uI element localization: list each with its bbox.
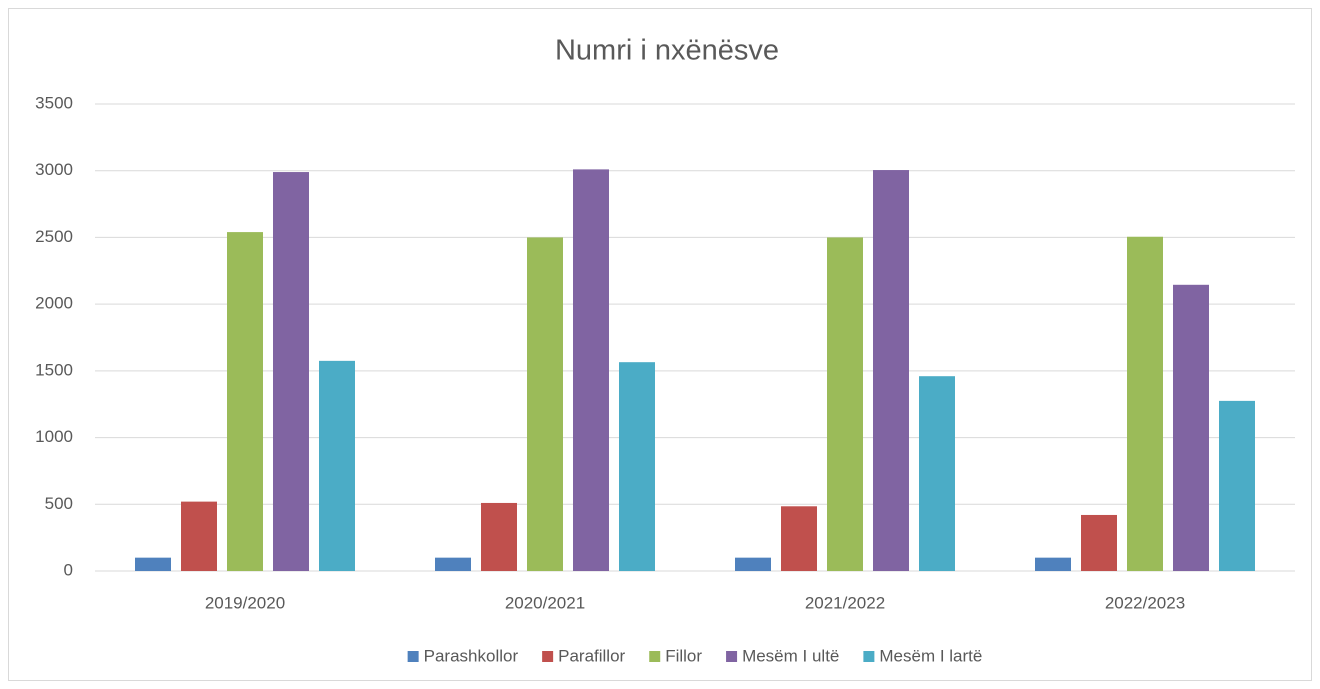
chart-title: Numri i nxënësve [555, 35, 779, 67]
chart-border [8, 8, 1312, 681]
bar [1219, 400, 1255, 571]
y-tick-label: 500 [45, 494, 73, 513]
bar [919, 376, 955, 571]
legend-swatch [542, 651, 554, 662]
bar [181, 501, 217, 571]
legend-label: Parashkollor [424, 646, 519, 665]
y-tick-label: 3500 [35, 93, 73, 112]
y-tick-label: 1000 [35, 427, 73, 446]
y-tick-label: 2500 [35, 227, 73, 246]
y-tick-label: 1500 [35, 360, 73, 379]
y-tick-label: 2000 [35, 294, 73, 313]
x-tick-label: 2021/2022 [805, 593, 885, 612]
bar [527, 237, 563, 571]
y-tick-label: 3000 [35, 160, 73, 179]
bar [619, 362, 655, 571]
bar [135, 557, 171, 571]
x-tick-label: 2020/2021 [505, 593, 585, 612]
legend-label: Mesëm I lartë [879, 646, 982, 665]
bar [227, 232, 263, 571]
x-tick-label: 2022/2023 [1105, 593, 1185, 612]
legend-label: Mesëm I ultë [742, 646, 839, 665]
bar [873, 170, 909, 571]
bar [1081, 514, 1117, 571]
legend-label: Parafillor [558, 646, 625, 665]
legend-swatch [407, 651, 419, 662]
bar [273, 172, 309, 571]
bar [781, 506, 817, 571]
bar [735, 557, 771, 571]
bar [435, 557, 471, 571]
y-tick-label: 0 [64, 560, 73, 579]
x-tick-label: 2019/2020 [205, 593, 285, 612]
legend-swatch [649, 651, 661, 662]
bar [481, 502, 517, 571]
bar [573, 169, 609, 571]
legend-swatch [863, 651, 875, 662]
bar [1035, 557, 1071, 571]
legend-label: Fillor [665, 646, 702, 665]
legend-swatch [726, 651, 738, 662]
bar [827, 237, 863, 571]
bar [1127, 236, 1163, 572]
bar [319, 360, 355, 571]
bar [1173, 284, 1209, 571]
